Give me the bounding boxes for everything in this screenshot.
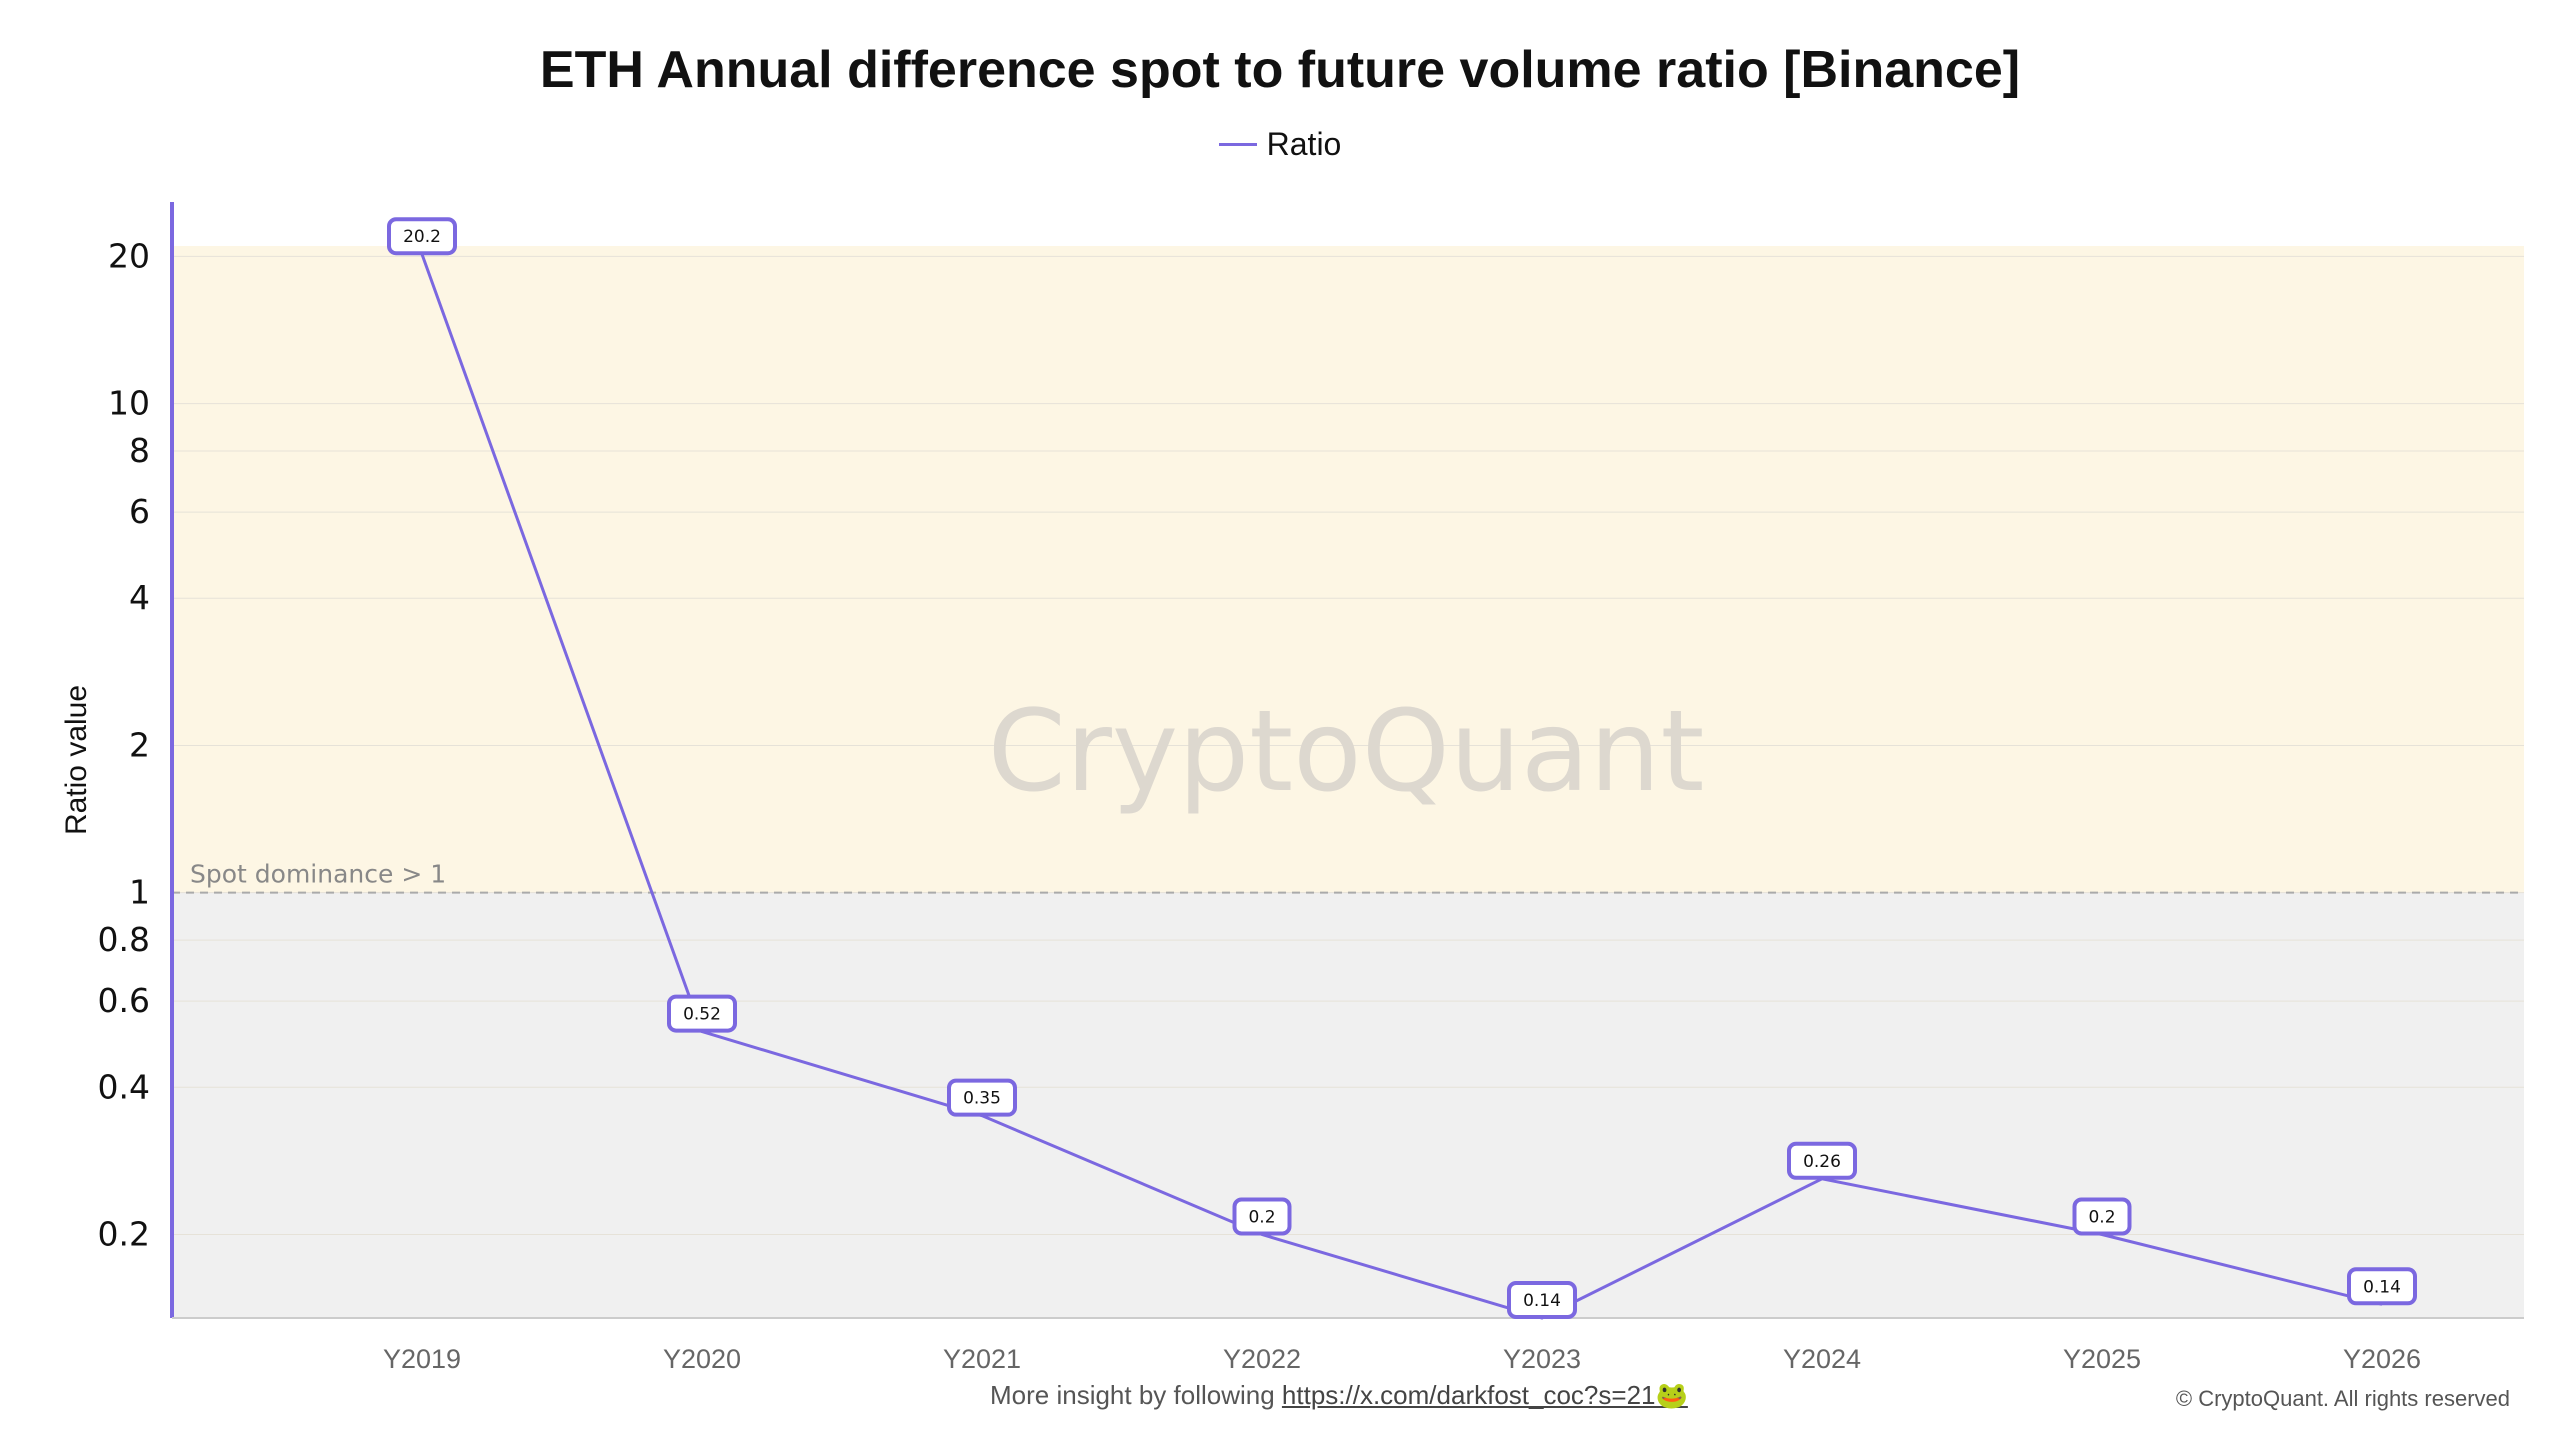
data-label: 0.52 [683,1005,721,1025]
frog-emoji-icon: 🐸 [1655,1380,1688,1410]
y-tick-label: 0.6 [98,981,150,1020]
data-label: 0.35 [963,1089,1001,1109]
data-label: 0.14 [2363,1277,2401,1297]
data-label-box [947,1078,1017,1117]
footer-link-text[interactable]: https://x.com/darkfost_coc?s=21 [1281,1380,1656,1410]
data-point: 20.2 [387,217,457,256]
reference-line-label: Spot dominance > 1 [190,860,446,889]
x-tick-label: Y2023 [1503,1344,1581,1374]
x-tick-label: Y2024 [1783,1344,1861,1374]
data-label: 0.26 [1803,1152,1841,1172]
watermark-logo: CryptoQuant [988,687,1705,817]
y-axis-title: Ratio value [60,685,93,835]
footer-link[interactable]: https://x.com/darkfost_coc?s=21🐸 [1282,1380,1688,1410]
y-tick-label: 1 [129,873,150,912]
x-tick-label: Y2020 [663,1344,741,1374]
footer-text: More insight by following [990,1380,1282,1410]
x-tick-label: Y2026 [2343,1344,2421,1374]
y-tick-label: 0.8 [98,920,150,959]
y-tick-label: 0.4 [98,1067,150,1106]
footer-note: More insight by following https://x.com/… [990,1380,1688,1411]
data-point: 0.2 [2072,1197,2132,1236]
data-point: 0.35 [947,1078,1017,1117]
x-tick-label: Y2021 [943,1344,1021,1374]
data-label: 20.2 [403,227,441,247]
x-tick-label: Y2019 [383,1344,461,1374]
data-label: 0.2 [1248,1208,1275,1228]
y-tick-label: 0.2 [98,1215,150,1254]
band-0 [172,246,2524,893]
data-label-box [1507,1281,1577,1319]
series-line-ratio [420,253,2383,1320]
data-point: 0.14 [2347,1267,2417,1306]
data-label-box [2347,1267,2417,1306]
y-tick-label: 10 [108,384,150,423]
y-tick-label: 4 [129,578,150,617]
data-label-box [387,217,457,256]
legend-swatch-ratio [1218,143,1257,146]
y-tick-label: 6 [129,492,150,531]
legend-label-ratio: Ratio [1266,126,1342,162]
band-1 [172,892,2524,1318]
copyright: © CryptoQuant. All rights reserved [2175,1386,2510,1411]
x-tick-label: Y2022 [1223,1344,1301,1374]
x-tick-label: Y2025 [2063,1344,2141,1374]
data-label-box [1787,1141,1857,1180]
data-label: 0.14 [1523,1291,1561,1311]
data-label-box [2072,1197,2132,1236]
chart-title: ETH Annual difference spot to future vol… [539,41,2021,99]
data-point: 0.14 [1507,1281,1577,1319]
data-point: 0.26 [1787,1141,1857,1180]
data-label: 0.2 [2088,1208,2115,1228]
data-label-box [1232,1197,1292,1236]
legend[interactable]: Ratio [0,126,2560,163]
data-point: 0.2 [1232,1197,1292,1236]
data-point: 0.52 [667,994,737,1033]
y-tick-label: 2 [129,725,150,764]
y-tick-label: 20 [108,236,150,275]
y-tick-label: 8 [129,431,150,470]
data-label-box [667,994,737,1033]
